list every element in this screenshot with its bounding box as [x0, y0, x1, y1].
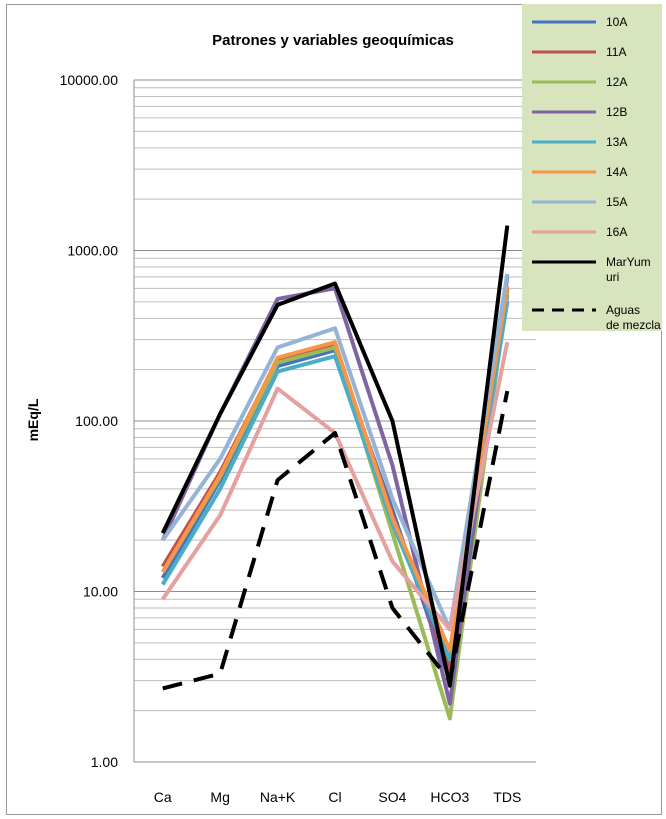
legend-label: MarYum uri [606, 255, 651, 284]
y-axis-label: mEq/L [25, 398, 41, 441]
legend-label: 15A [606, 195, 627, 209]
y-tick-label: 10000.00 [60, 72, 119, 88]
legend: 10A 11A 12A 12B 13A 14A 15A 16A MarYum uri Aguas de… [522, 4, 662, 332]
series-line [160, 285, 510, 653]
y-tick-label: 1000.00 [67, 243, 118, 259]
x-tick-label: Cl [328, 789, 341, 805]
y-tick-label: 100.00 [75, 413, 118, 429]
x-tick-label: SO4 [378, 789, 406, 805]
x-tick-label: Mg [210, 789, 229, 805]
series-line [160, 225, 510, 688]
y-tick-label: 10.00 [83, 584, 118, 600]
grid [134, 79, 536, 763]
x-tick-label: Ca [154, 789, 172, 805]
axes [133, 80, 536, 763]
legend-label: 12A [606, 75, 627, 89]
chart-frame [6, 4, 662, 815]
legend-background [522, 4, 662, 331]
legend-label: 13A [606, 135, 627, 149]
legend-label: Aguas de mezcla [606, 303, 661, 332]
y-tick-label: 1.00 [91, 754, 118, 770]
legend-label: 10A [606, 15, 627, 29]
legend-label: 12B [606, 105, 627, 119]
series-line [161, 273, 510, 632]
chart-title: Patrones y variables geoquímicas [212, 32, 454, 49]
series-line [162, 390, 510, 691]
x-tick-label: Na+K [260, 789, 296, 805]
y-tick-labels: 1.00 10.00 100.00 1000.00 10000.00 [60, 72, 119, 770]
x-tick-labels: Ca Mg Na+K Cl SO4 HCO3 TDS [154, 789, 522, 805]
x-tick-label: HCO3 [430, 789, 469, 805]
legend-label: 16A [606, 225, 627, 239]
series-line [160, 301, 510, 662]
legend-label: 14A [606, 165, 627, 179]
x-tick-label: TDS [493, 789, 521, 805]
legend-label: 11A [606, 45, 626, 59]
series-lines [160, 225, 510, 721]
